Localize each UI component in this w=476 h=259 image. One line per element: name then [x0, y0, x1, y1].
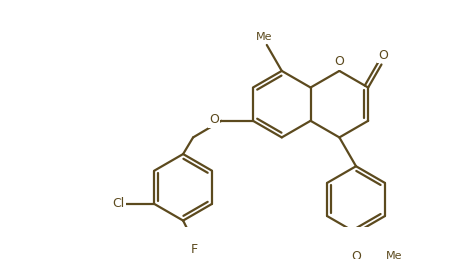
Text: O: O [378, 49, 388, 62]
Text: O: O [335, 55, 344, 68]
Text: Cl: Cl [112, 197, 124, 211]
Text: Me: Me [256, 32, 272, 42]
Text: O: O [209, 113, 219, 126]
Text: Me: Me [386, 251, 403, 259]
Text: F: F [190, 243, 198, 256]
Text: O: O [351, 249, 361, 259]
